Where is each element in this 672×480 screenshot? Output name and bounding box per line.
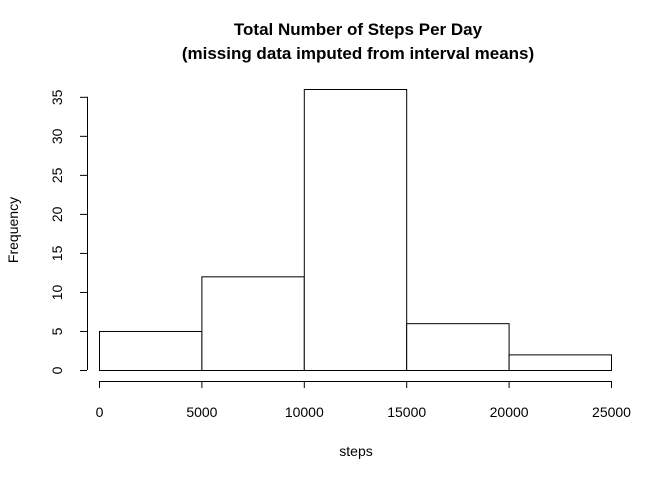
- x-tick-label-2: 10000: [285, 404, 324, 420]
- histogram-bar-0: [99, 330, 203, 372]
- y-tick-label-5: 25: [49, 167, 65, 183]
- bars-group: [99, 89, 613, 372]
- x-tick-label-4: 20000: [490, 404, 529, 420]
- chart-subtitle: (missing data imputed from interval mean…: [182, 44, 534, 63]
- x-tick-label-5: 25000: [592, 404, 631, 420]
- y-axis: 0 5 10 15 20 25 30 35: [49, 89, 88, 374]
- histogram-bar-4: [508, 354, 613, 371]
- y-axis-label: Frequency: [5, 197, 21, 263]
- histogram-bar-3: [406, 323, 510, 371]
- y-tick-label-2: 10: [49, 284, 65, 300]
- x-axis: 0 5000 10000 15000 20000 25000: [96, 381, 631, 420]
- y-tick-label-7: 35: [49, 89, 65, 105]
- y-tick-label-4: 20: [49, 206, 65, 222]
- x-tick-label-1: 5000: [186, 404, 217, 420]
- x-tick-label-0: 0: [96, 404, 104, 420]
- y-tick-label-1: 5: [49, 327, 65, 335]
- y-tick-label-3: 15: [49, 245, 65, 261]
- y-tick-label-6: 30: [49, 128, 65, 144]
- x-tick-label-3: 15000: [387, 404, 426, 420]
- histogram-bar-2: [303, 89, 408, 371]
- y-tick-label-0: 0: [49, 366, 65, 374]
- histogram-bar-1: [201, 276, 305, 372]
- chart-title: Total Number of Steps Per Day: [234, 20, 483, 39]
- x-axis-label: steps: [339, 443, 372, 459]
